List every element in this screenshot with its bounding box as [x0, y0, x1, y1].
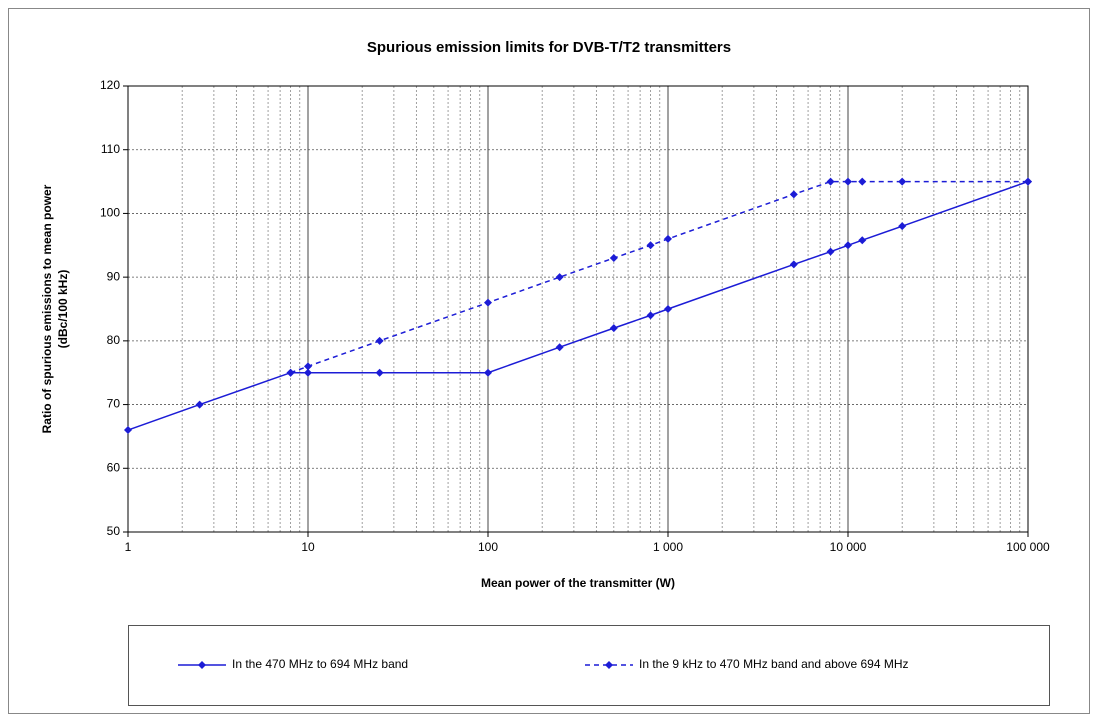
point [124, 426, 132, 435]
point [304, 362, 312, 371]
point [789, 190, 798, 199]
point [664, 305, 672, 313]
point [826, 177, 835, 186]
y-tick-label: 110 [101, 142, 120, 156]
y-tick-label: 70 [107, 397, 121, 411]
legend-marker [605, 661, 613, 669]
point [286, 368, 295, 377]
point [664, 234, 672, 243]
plot-frame [127, 85, 1029, 533]
chart-border [8, 8, 1090, 714]
x-tick-label: 1 000 [653, 540, 683, 554]
y-tick-label: 120 [100, 78, 120, 92]
point [609, 324, 618, 333]
point [858, 236, 867, 245]
y-axis-label: Ratio of spurious emissions to mean powe… [40, 184, 70, 433]
x-axis-label: Mean power of the transmitter (W) [481, 576, 675, 590]
point [646, 311, 655, 320]
point [609, 254, 618, 263]
point [484, 298, 492, 307]
x-tick-label: 10 [301, 540, 315, 554]
legend-marker [198, 661, 206, 669]
y-tick-label: 90 [107, 269, 121, 283]
point [555, 343, 564, 352]
series-line [290, 180, 1028, 374]
y-axis-label-line: Ratio of spurious emissions to mean powe… [40, 184, 54, 433]
x-tick-label: 100 000 [1006, 540, 1050, 554]
series-line [127, 180, 1029, 431]
x-tick-label: 100 [478, 540, 498, 554]
legend-label: In the 470 MHz to 694 MHz band [232, 657, 408, 671]
y-tick-label: 100 [100, 206, 120, 220]
y-tick-label: 50 [107, 524, 121, 538]
point [898, 177, 907, 186]
chart-title: Spurious emission limits for DVB-T/T2 tr… [367, 39, 731, 56]
point [555, 273, 564, 282]
point [789, 260, 798, 269]
point [304, 368, 312, 377]
point [844, 177, 852, 186]
point [375, 368, 384, 377]
point [195, 400, 204, 409]
point [484, 368, 492, 377]
legend-label: In the 9 kHz to 470 MHz band and above 6… [639, 657, 909, 671]
point [826, 247, 835, 256]
x-tick-label: 1 [125, 540, 132, 554]
point [1024, 177, 1032, 186]
y-tick-label: 80 [107, 333, 121, 347]
point [844, 241, 852, 250]
y-tick-label: 60 [107, 460, 121, 474]
point [898, 222, 907, 231]
y-axis-label-line: (dBc/100 kHz) [56, 270, 70, 349]
point [858, 177, 867, 186]
point [646, 241, 655, 250]
point [375, 336, 384, 345]
x-tick-label: 10 000 [830, 540, 867, 554]
